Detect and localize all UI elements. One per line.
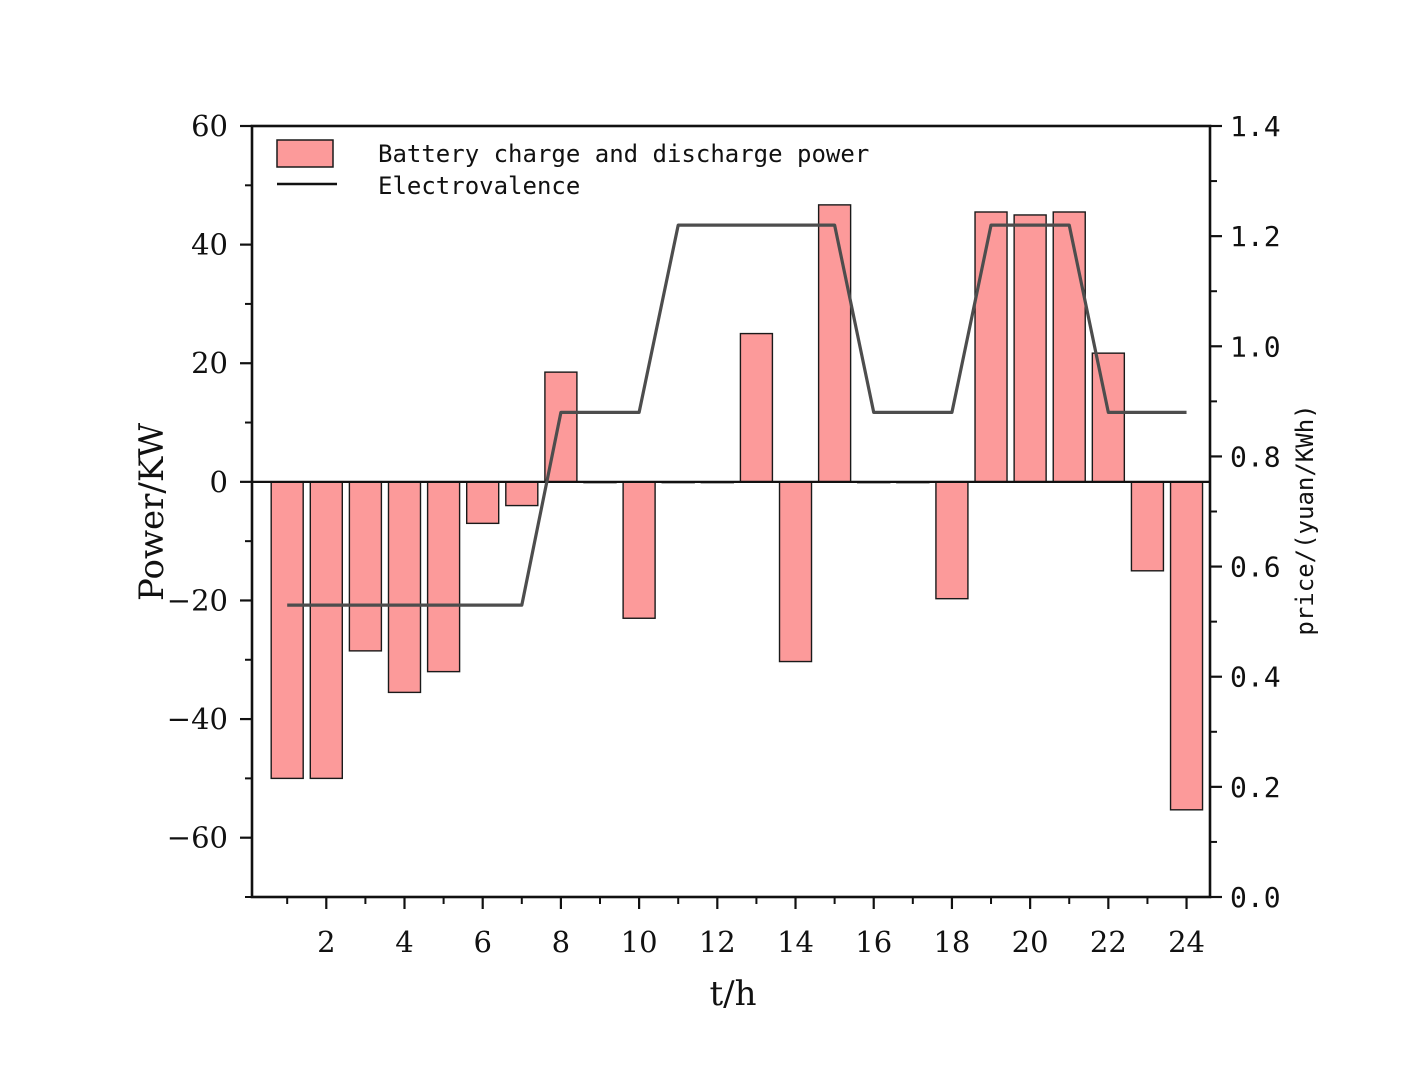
y2-tick-label: 1.4 <box>1230 110 1281 143</box>
x-tick-label: 18 <box>933 925 970 959</box>
bar <box>1013 214 1047 483</box>
x-tick-label: 2 <box>317 925 335 959</box>
bar <box>387 481 422 694</box>
bar <box>1130 481 1165 572</box>
y-tick-label: −40 <box>167 702 228 736</box>
y2-tick-label: 0.6 <box>1230 551 1281 584</box>
bar <box>778 481 813 663</box>
x-tick-label: 4 <box>395 925 413 959</box>
bar <box>974 211 1008 483</box>
bar-series-group <box>270 204 1204 811</box>
x-tick-label: 8 <box>552 925 570 959</box>
bar <box>739 332 774 483</box>
bar <box>466 481 500 525</box>
legend: Battery charge and discharge power Elect… <box>276 139 869 200</box>
y-tick-label: −20 <box>167 583 228 617</box>
y-tick-label: 60 <box>191 109 228 143</box>
x-tick-label: 14 <box>777 925 814 959</box>
x-axis-title: t/h <box>709 974 756 1014</box>
x-tick-label: 22 <box>1090 925 1127 959</box>
bar <box>309 481 343 780</box>
legend-label-bar: Battery charge and discharge power <box>378 140 869 168</box>
y-tick-label: −60 <box>167 821 228 855</box>
y-axis-title: Power/KW <box>132 423 172 601</box>
x-tick-label: 16 <box>855 925 892 959</box>
x-tick-label: 20 <box>1012 925 1049 959</box>
axes-group: −60 −40 −20 0 20 40 60 0.0 0.2 0.4 0.6 0.8 1.0 1.2 1.4… <box>167 109 1281 959</box>
x-tick-label: 12 <box>699 925 736 959</box>
bar <box>270 481 304 780</box>
price-line <box>287 223 1187 607</box>
y2-axis-title: price/(yuan/KWh) <box>1291 404 1319 635</box>
bar <box>935 481 969 600</box>
bar <box>622 481 656 619</box>
bar <box>1091 352 1126 483</box>
bar <box>817 204 852 483</box>
y2-tick-label: 0.4 <box>1230 661 1281 694</box>
y-tick-label: 20 <box>191 346 228 380</box>
x-tick-label: 24 <box>1168 925 1205 959</box>
y2-tick-label: 0.0 <box>1230 881 1281 914</box>
y2-tick-label: 1.0 <box>1230 330 1281 363</box>
y2-tick-label: 0.8 <box>1230 440 1281 473</box>
legend-label-line: Electrovalence <box>378 172 580 200</box>
bar <box>1052 211 1086 483</box>
y2-tick-label: 1.2 <box>1230 220 1281 253</box>
bar <box>348 481 383 652</box>
legend-swatch-bar <box>276 139 334 168</box>
bar <box>505 481 539 507</box>
bar <box>426 481 461 673</box>
y-tick-label: 40 <box>191 228 228 262</box>
y2-tick-label: 0.2 <box>1230 771 1281 804</box>
line-series-group <box>287 223 1187 607</box>
bar <box>1169 481 1204 811</box>
x-tick-label: 10 <box>621 925 658 959</box>
y-tick-label: 0 <box>210 465 228 499</box>
x-tick-label: 6 <box>473 925 491 959</box>
